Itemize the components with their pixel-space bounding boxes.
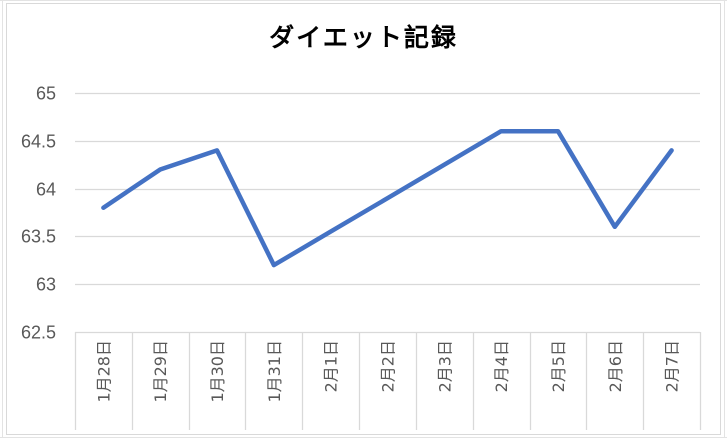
x-tick-label: 2月7日 — [663, 340, 682, 392]
y-tick-label: 64.5 — [21, 132, 56, 152]
x-axis-category-separators — [74, 332, 702, 430]
y-tick-label: 63 — [36, 275, 56, 295]
y-axis-tick-labels: 62.5 63 63.5 64 64.5 65 — [21, 84, 56, 343]
y-tick-label: 64 — [36, 180, 56, 200]
x-tick-label: 1月29日 — [151, 340, 170, 403]
x-axis-tick-labels: 1月28日 1月29日 1月30日 1月31日 2月1日 2月2日 2月3日 2月4日 2月5日… — [94, 340, 681, 403]
x-tick-label: 2月2日 — [379, 340, 398, 392]
x-tick-label: 1月28日 — [94, 340, 113, 403]
series-lines — [101, 128, 674, 268]
x-tick-label: 1月30日 — [208, 340, 227, 403]
series-line — [101, 128, 674, 268]
chart-area[interactable] — [6, 3, 721, 435]
y-tick-label: 62.5 — [21, 323, 56, 343]
y-tick-label: 63.5 — [21, 227, 56, 247]
x-tick-label: 1月31日 — [265, 340, 284, 403]
x-tick-label: 2月4日 — [492, 340, 511, 392]
x-tick-label: 2月1日 — [322, 340, 341, 392]
y-tick-label: 65 — [36, 84, 56, 104]
x-tick-label: 2月6日 — [606, 340, 625, 392]
x-tick-label: 2月5日 — [549, 340, 568, 392]
gridlines — [75, 92, 700, 334]
chart-title: ダイエット記録 — [269, 23, 458, 52]
x-tick-label: 2月3日 — [435, 340, 454, 392]
